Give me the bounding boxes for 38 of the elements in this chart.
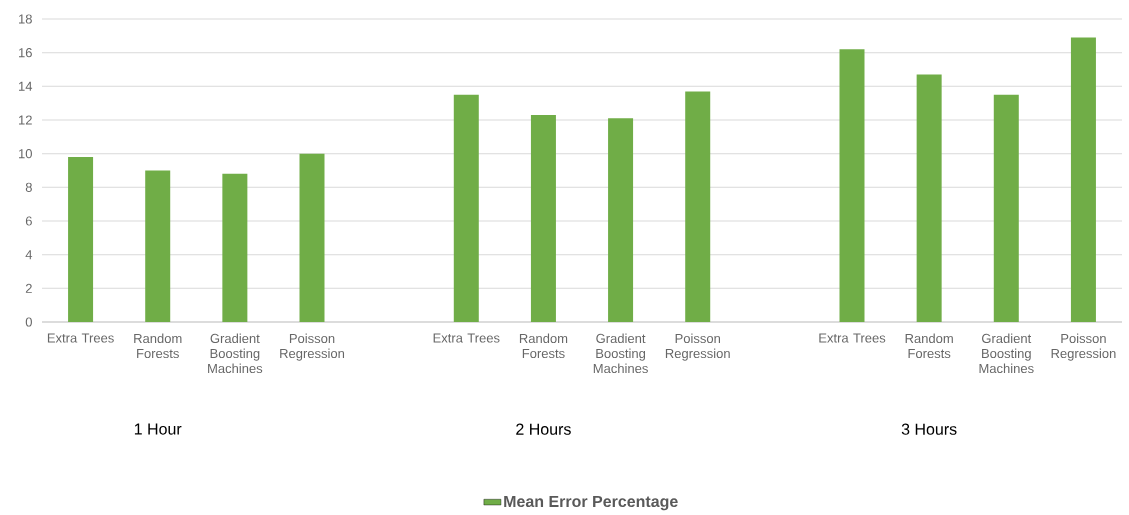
y-tick-label: 0: [25, 317, 32, 327]
text: 2 Hours: [516, 423, 571, 435]
x-tick-label: Poisson Regression: [280, 333, 345, 361]
y-tick-label: 14: [19, 81, 33, 91]
y-tick-label: 18: [19, 14, 32, 24]
bar: [608, 118, 634, 322]
y-tick-label: 6: [25, 216, 32, 226]
bar: [299, 153, 325, 322]
text: 3 Hours: [901, 423, 957, 435]
legend-label: Mean Error Percentage: [504, 495, 678, 511]
bar: [916, 74, 942, 322]
x-tick-label: Random Forests: [519, 333, 568, 359]
y-tick-label: 12: [19, 115, 32, 125]
x-tick-label: Poisson Regression: [1051, 333, 1116, 361]
bar: [530, 114, 556, 322]
bar: [1070, 37, 1096, 322]
y-tick-label: 2: [25, 283, 32, 293]
x-tick-label: Random Forests: [134, 333, 182, 359]
x-tick-label: Extra Trees: [433, 333, 500, 343]
bar: [453, 94, 479, 322]
x-tick-label: Random Forests: [905, 333, 953, 359]
bar: [145, 170, 171, 322]
x-tick-label: Poisson Regression: [665, 333, 730, 361]
bar: [222, 173, 248, 322]
y-tick-label: 16: [19, 48, 32, 58]
bar: [685, 91, 711, 322]
bar: [839, 49, 865, 322]
y-tick-label: 8: [25, 182, 32, 192]
x-tick-label: Extra Trees: [47, 333, 114, 343]
bar: [993, 94, 1019, 322]
text: 1 Hour: [134, 423, 182, 435]
x-tick-label: Gradient Boosting Machines: [208, 333, 263, 374]
y-tick-label: 10: [19, 149, 32, 159]
x-tick-label: Extra Trees: [819, 333, 886, 343]
bar: [68, 157, 94, 322]
y-tick-label: 4: [25, 250, 33, 260]
x-tick-label: Gradient Boosting Machines: [593, 333, 648, 374]
x-tick-label: Gradient Boosting Machines: [979, 333, 1034, 374]
